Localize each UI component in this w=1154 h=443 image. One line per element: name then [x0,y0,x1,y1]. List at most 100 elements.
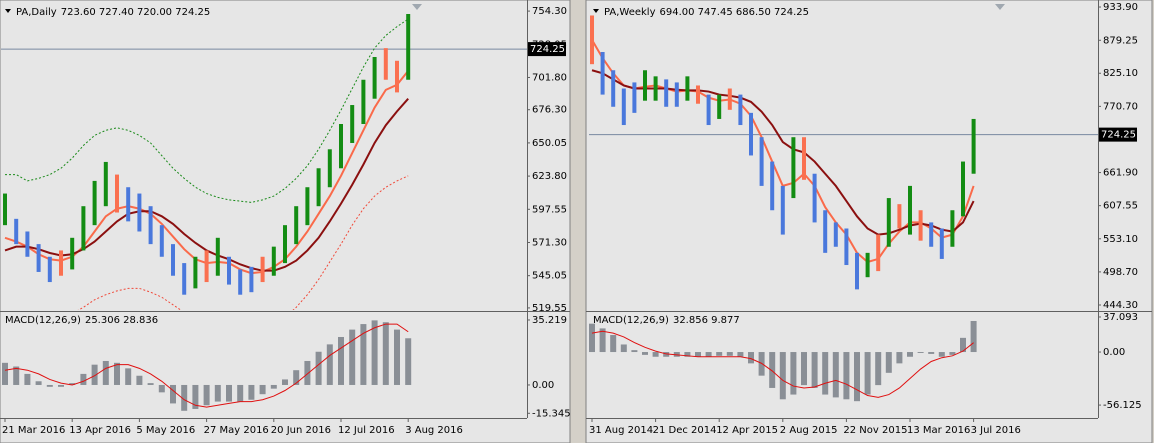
price-bar [227,256,231,285]
price-box-label: 724.25 [530,44,565,55]
macd-bar [315,351,322,385]
price-bar [918,210,923,241]
price-bar [14,218,19,245]
price-bar [749,112,753,156]
price-bar [327,149,332,188]
price-bar [350,105,355,143]
macd-bar [394,329,400,385]
price-bar [406,14,411,80]
price-bar [855,252,859,290]
macd-bar [114,362,120,385]
price-bar [148,206,153,245]
price-bar [59,250,63,276]
price-bar [950,210,955,247]
price-bar [844,228,849,266]
y-tick-label: 701.80 [532,72,567,83]
price-bar [590,15,594,65]
x-tick-label: 21 Dec 2014 [653,425,717,436]
price-bar [696,85,700,104]
price-bar [664,79,669,107]
price-bar [653,76,658,101]
macd-bar [214,384,221,402]
price-bar [600,51,605,95]
price-bar [611,70,616,107]
y-tick-label: 879.25 [1103,35,1138,46]
macd-bar [405,338,412,385]
y-tick-label: 825.10 [1103,68,1138,79]
price-bar [215,237,220,276]
y-tick-label: 545.05 [532,271,567,282]
y-tick-label: 498.70 [1103,267,1138,278]
macd-bar [237,384,244,402]
y-tick-label: 607.55 [1103,201,1138,212]
price-bar [294,206,299,245]
macd-bar [147,383,154,385]
macd-bar [282,379,288,385]
macd-bar [960,337,966,353]
price-bar [3,193,7,226]
macd-bar [589,323,595,353]
menu-arrow[interactable] [5,9,11,13]
price-box [1099,127,1137,142]
x-tick-label: 2 Aug 2015 [780,425,838,436]
y-tick-label: 597.55 [532,204,567,215]
price-bar [103,161,108,207]
price-bar [621,88,626,126]
x-tick-label: 21 Mar 2016 [2,425,65,436]
macd-bar [270,384,277,389]
x-tick-label: 12 Apr 2015 [716,425,778,436]
macd-bar [684,352,691,357]
y-tick-label: 754.30 [532,6,567,17]
price-bar [92,180,97,226]
macd-bar [610,335,617,353]
macd-bar [248,384,255,400]
y-tick-label: 0.00 [532,380,554,391]
macd-bar [949,352,956,355]
menu-arrow[interactable] [593,9,599,13]
macd-bar [226,384,232,402]
macd-signal [591,330,974,398]
macd-bar [46,384,53,387]
macd-bar [620,344,627,353]
y-tick-label: 519.55 [532,303,567,314]
macd-bar [125,368,132,385]
x-tick-label: 20 Jun 2016 [271,425,331,436]
price-bar [971,118,976,174]
macd-bar [938,352,945,357]
shift-marker [995,4,1005,10]
price-bar [717,94,722,119]
x-tick-label: 13 Mar 2016 [907,425,970,436]
macd-bar [907,352,913,357]
price-bar [939,228,944,259]
macd-quote: 25.306 28.836 [85,315,158,326]
macd-bar [854,352,860,402]
price-bar [770,161,775,211]
macd-bar [631,350,638,353]
ohlc-quote: 694.00 747.45 686.50 724.25 [660,7,810,18]
y-tick-label: 623.80 [532,171,567,182]
x-tick-label: 13 Apr 2016 [69,425,131,436]
macd-bar [705,352,712,357]
price-bar [791,137,796,199]
x-tick-label: 22 Nov 2015 [843,425,907,436]
macd-bar [293,370,300,385]
price-bar [833,222,838,247]
macd-bar [822,352,829,395]
macd-bar [136,375,143,385]
y-tick-label: 35.219 [532,315,567,326]
macd-bar [928,352,935,354]
y-tick-label: 676.30 [532,105,567,116]
macd-bar [91,364,98,385]
price-bar [685,76,690,101]
y-tick-label: 650.05 [532,138,567,149]
price-bar [316,168,321,207]
macd-bar [304,360,311,385]
y-tick-label: 0.00 [1103,347,1125,358]
price-bar [70,237,75,270]
price-bar [137,193,142,232]
macd-bar [917,352,924,353]
x-tick-label: 31 Aug 2014 [589,425,653,436]
y-tick-label: -15.345 [532,408,571,419]
macd-bar [790,352,797,395]
indicator-line [5,18,409,203]
